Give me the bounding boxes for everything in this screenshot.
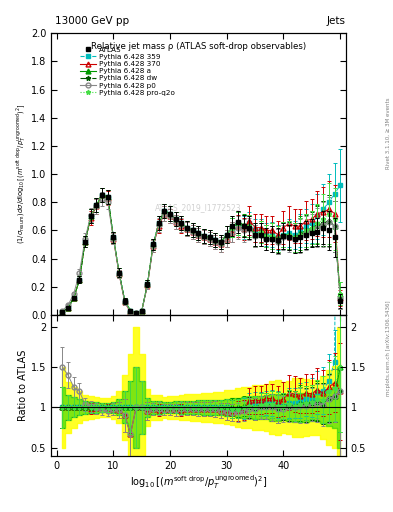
- Text: Relative jet mass ρ (ATLAS soft-drop observables): Relative jet mass ρ (ATLAS soft-drop obs…: [91, 42, 306, 51]
- Text: mcplots.cern.ch [arXiv:1306.3436]: mcplots.cern.ch [arXiv:1306.3436]: [386, 301, 391, 396]
- Text: Rivet 3.1.10, ≥ 3M events: Rivet 3.1.10, ≥ 3M events: [386, 97, 391, 169]
- Text: 13000 GeV pp: 13000 GeV pp: [55, 15, 129, 26]
- X-axis label: $\log_{10}[(m^{\mathrm{soft\ drop}}/p_T^{\mathrm{ungroomed}})^2]$: $\log_{10}[(m^{\mathrm{soft\ drop}}/p_T^…: [130, 473, 267, 491]
- Text: Jets: Jets: [327, 15, 346, 26]
- Y-axis label: $(1/\sigma_{\mathrm{resum}})\,d\sigma/d\log_{10}[(m^{\mathrm{soft\ drop}}/p_T^{\: $(1/\sigma_{\mathrm{resum}})\,d\sigma/d\…: [15, 104, 28, 244]
- Text: ATLAS_2019_I1772523: ATLAS_2019_I1772523: [155, 203, 242, 212]
- Y-axis label: Ratio to ATLAS: Ratio to ATLAS: [18, 350, 28, 421]
- Legend: ATLAS, Pythia 6.428 359, Pythia 6.428 370, Pythia 6.428 a, Pythia 6.428 dw, Pyth: ATLAS, Pythia 6.428 359, Pythia 6.428 37…: [78, 46, 176, 97]
